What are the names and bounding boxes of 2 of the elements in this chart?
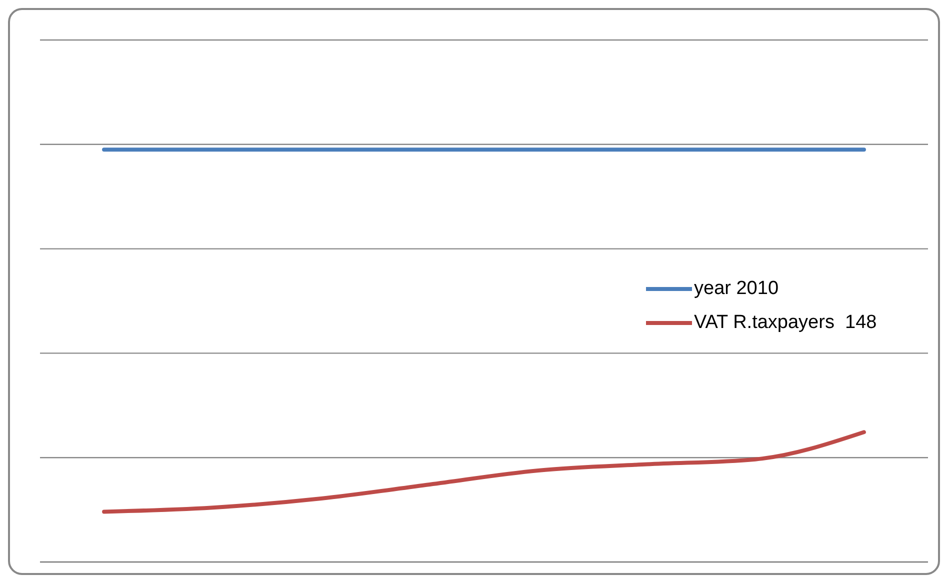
- legend-label: year 2010: [694, 278, 779, 300]
- legend-label: VAT R.taxpayers 148: [694, 312, 877, 334]
